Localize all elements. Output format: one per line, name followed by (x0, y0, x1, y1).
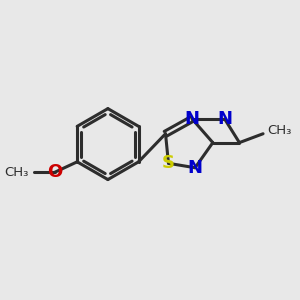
Text: CH₃: CH₃ (4, 166, 29, 179)
Text: N: N (184, 110, 200, 128)
Text: CH₃: CH₃ (268, 124, 292, 137)
Text: O: O (47, 163, 63, 181)
Text: N: N (217, 110, 232, 128)
Text: S: S (162, 154, 175, 172)
Text: N: N (188, 159, 202, 177)
